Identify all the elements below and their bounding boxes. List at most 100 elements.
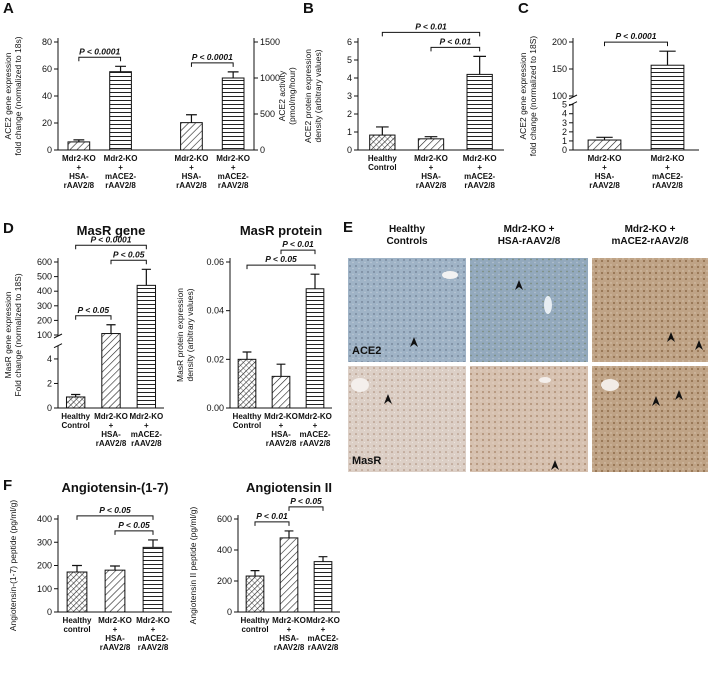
bar bbox=[104, 569, 126, 613]
x-tick-label: Mdr2-KO + mACE2-rAAV2/8 bbox=[216, 154, 250, 190]
y-axis-label: MasR protein expressiondensity (arbitrar… bbox=[175, 288, 195, 382]
significance-bracket bbox=[604, 41, 668, 47]
error-bar bbox=[242, 351, 252, 360]
significance-label: P < 0.01 bbox=[440, 36, 472, 46]
significance-label: P < 0.01 bbox=[256, 511, 288, 521]
y-tick-label: 100 bbox=[37, 584, 52, 594]
panel-label: F bbox=[3, 477, 12, 494]
significance-label: P < 0.01 bbox=[415, 21, 447, 31]
significance-bracket bbox=[110, 259, 147, 265]
y-tick-label: 4 bbox=[347, 73, 352, 83]
x-tick-label: Mdr2-KO + HSA-rAAV2/8 bbox=[94, 412, 128, 448]
error-bar bbox=[148, 539, 158, 548]
y-tick-label: 0 bbox=[47, 403, 52, 413]
bar bbox=[271, 375, 291, 409]
y-tick-label: 300 bbox=[37, 301, 52, 311]
x-tick-label: Mdr2-KO + mACE2-rAAV2/8 bbox=[136, 616, 170, 652]
x-tick-label: Mdr2-KO + mACE2-rAAV2/8 bbox=[651, 154, 685, 190]
arrowhead bbox=[410, 337, 418, 347]
x-tick-label: Mdr2-KO + mACE2-rAAV2/8 bbox=[463, 154, 497, 190]
significance-label: P < 0.0001 bbox=[79, 46, 120, 56]
y-tick-label: 20 bbox=[42, 118, 52, 128]
arrowhead bbox=[695, 340, 703, 350]
vessel bbox=[539, 377, 551, 383]
significance-bracket bbox=[280, 249, 316, 255]
x-tick-label: Mdr2-KO + HSA-rAAV2/8 bbox=[264, 412, 298, 448]
vessel bbox=[351, 378, 369, 392]
y-tick-label: 400 bbox=[217, 545, 232, 555]
bar bbox=[65, 396, 86, 409]
bar bbox=[245, 575, 265, 613]
error-bar bbox=[73, 139, 85, 142]
column-header: Mdr2-KO + mACE2-rAAV2/8 bbox=[611, 224, 688, 247]
y-tick-label: 0.06 bbox=[206, 257, 224, 267]
y-tick-label: 2 bbox=[347, 109, 352, 119]
y-axis-label: ACE2 gene expressionfold change (normali… bbox=[3, 36, 23, 155]
significance-label: P < 0.05 bbox=[113, 249, 145, 259]
y-tick-label: 400 bbox=[37, 286, 52, 296]
y-tick-label: 1 bbox=[347, 127, 352, 137]
panel-label: E bbox=[343, 219, 353, 236]
bar bbox=[313, 561, 333, 613]
bar bbox=[67, 141, 91, 151]
bar bbox=[66, 571, 88, 613]
y-tick-label: 4 bbox=[47, 354, 52, 364]
significance-bracket bbox=[75, 315, 112, 320]
y-tick-label: 60 bbox=[42, 64, 52, 74]
error-bar bbox=[659, 50, 676, 66]
y-tick-label: 300 bbox=[37, 537, 52, 547]
significance-bracket bbox=[75, 244, 147, 250]
significance-label: P < 0.05 bbox=[99, 505, 131, 515]
arrowhead bbox=[667, 332, 675, 342]
y-tick-label: 0.02 bbox=[206, 354, 224, 364]
y2-tick-label: 0 bbox=[260, 145, 265, 155]
error-bar bbox=[473, 55, 486, 75]
y-tick-label: 3 bbox=[562, 118, 567, 128]
y-tick-label: 0 bbox=[47, 607, 52, 617]
y-axis-label: ACE2 protein expressiondensity (arbitrar… bbox=[303, 49, 323, 143]
y2-tick-label: 1000 bbox=[260, 73, 280, 83]
break-mark bbox=[568, 94, 578, 100]
x-tick-label: Mdr2-KO + HSA-rAAV2/8 bbox=[588, 154, 622, 190]
significance-label: P < 0.05 bbox=[78, 305, 110, 315]
y-tick-label: 40 bbox=[42, 91, 52, 101]
x-tick-label: Mdr2-KO + mACE2-rAAV2/8 bbox=[298, 412, 332, 448]
y-axis-label: Angiotensin-(1-7) peptide (pg/ml/g) bbox=[8, 500, 18, 632]
y-tick-label: 600 bbox=[217, 514, 232, 524]
bar bbox=[237, 358, 257, 409]
chart-title: Angiotensin II bbox=[246, 480, 332, 495]
y-tick-label: 0 bbox=[227, 607, 232, 617]
error-bar bbox=[276, 363, 286, 377]
axis-break bbox=[54, 336, 62, 346]
panel-label: A bbox=[3, 0, 14, 17]
arrowhead bbox=[384, 394, 392, 404]
bar bbox=[587, 139, 622, 151]
x-tick-label: Mdr2-KO + HSA-rAAV2/8 bbox=[175, 154, 209, 190]
bar bbox=[650, 64, 685, 151]
bar bbox=[109, 71, 132, 151]
x-tick-label: Mdr2-KO + mACE2-rAAV2/8 bbox=[104, 154, 138, 190]
vessel bbox=[442, 271, 458, 279]
y-axis-label: Angiotensin II peptide (pg/ml/g) bbox=[188, 507, 198, 625]
significance-bracket bbox=[381, 31, 481, 37]
panel-label: D bbox=[3, 220, 14, 237]
x-tick-label: Healthy control bbox=[241, 616, 270, 634]
y-tick-label: 80 bbox=[42, 37, 52, 47]
micrograph bbox=[470, 258, 588, 362]
significance-bracket bbox=[246, 264, 316, 270]
significance-bracket bbox=[190, 62, 234, 67]
significance-bracket bbox=[114, 530, 154, 535]
error-bar bbox=[227, 71, 239, 78]
y-tick-label: 1 bbox=[562, 136, 567, 146]
y-tick-label: 2 bbox=[47, 378, 52, 388]
bar bbox=[466, 73, 493, 151]
y2-tick-label: 500 bbox=[260, 109, 275, 119]
x-tick-label: Mdr2-KO + HSA-rAAV2/8 bbox=[414, 154, 448, 190]
micrograph bbox=[470, 366, 588, 472]
micrographs bbox=[348, 258, 708, 472]
x-tick-label: Healthy Control bbox=[368, 154, 397, 172]
error-bar bbox=[106, 324, 116, 334]
y-tick-label: 0.04 bbox=[206, 306, 224, 316]
error-bar bbox=[376, 126, 389, 136]
significance-bracket bbox=[430, 46, 481, 52]
